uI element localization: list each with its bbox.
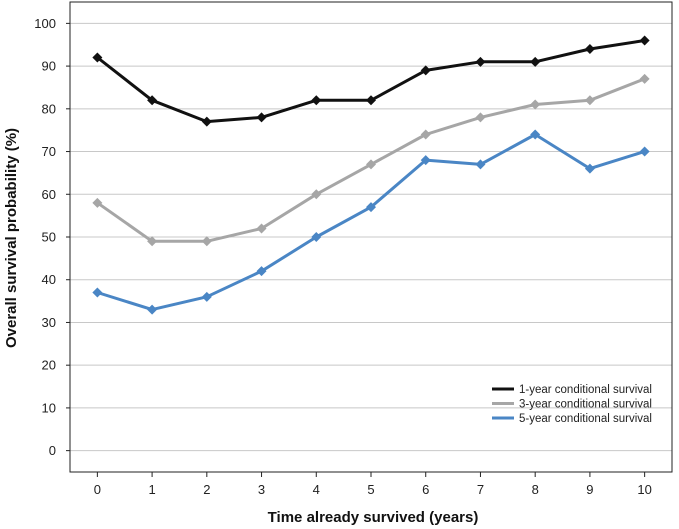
y-axis-title: Overall survival probability (%): [3, 128, 20, 348]
x-tick-label-5: 5: [367, 482, 374, 497]
y-tick-label-70: 70: [42, 144, 56, 159]
series-1-point-5: [366, 95, 376, 106]
series-2-point-9: [584, 95, 595, 106]
y-tick-label-80: 80: [42, 101, 56, 116]
series-3-point-2: [201, 291, 212, 302]
series-2-point-10: [639, 73, 650, 84]
gridlines: [70, 22, 672, 452]
series-3-point-4: [311, 232, 322, 242]
series-3-point-9: [584, 163, 595, 174]
series-1-point-9: [584, 44, 595, 54]
series-3-point-5: [366, 202, 376, 213]
y-tick-label-30: 30: [42, 315, 56, 330]
series-2-point-2: [201, 236, 212, 247]
series-2-point-8: [530, 99, 541, 110]
x-tick-label-4: 4: [313, 482, 320, 497]
series-3-point-1: [147, 304, 158, 315]
series-1-point-1: [147, 95, 158, 106]
series-2-point-6: [420, 129, 431, 140]
series-3-point-0: [92, 287, 103, 298]
series-group: [92, 35, 650, 315]
series-1-point-0: [92, 52, 103, 63]
y-tick-label-0: 0: [49, 443, 56, 458]
series-2-point-4: [311, 189, 322, 200]
x-tick-label-3: 3: [258, 482, 265, 497]
x-axis-title: Time already survived (years): [268, 509, 479, 526]
series-3-point-8: [530, 129, 541, 140]
legend-label-2: 3-year conditional survival: [519, 399, 652, 411]
series-1-point-4: [311, 95, 322, 106]
x-tick-label-6: 6: [422, 482, 429, 497]
series-3-point-10: [639, 146, 650, 157]
series-1-point-7: [475, 56, 486, 67]
series-1-point-10: [639, 35, 650, 46]
series-3: [92, 129, 650, 315]
legend-label-1: 1-year conditional survival: [519, 384, 652, 396]
series-2-point-0: [92, 197, 103, 208]
y-tick-label-90: 90: [42, 59, 56, 74]
x-tick-label-7: 7: [477, 482, 484, 497]
y-tick-label-100: 100: [34, 16, 56, 31]
y-tick-label-10: 10: [42, 400, 56, 415]
series-1-point-2: [201, 116, 212, 127]
series-1: [92, 35, 650, 127]
series-2-point-3: [256, 223, 267, 234]
x-axis-ticks: 0 1 2 3 4 5 6 7 8 9 10: [94, 472, 652, 497]
series-2-point-7: [475, 112, 486, 123]
x-tick-label-9: 9: [586, 482, 593, 497]
y-tick-label-50: 50: [42, 230, 56, 245]
x-tick-label-0: 0: [94, 482, 101, 497]
y-axis-ticks: 0 10 20 30 40 50 60 70 80 90 100: [34, 16, 70, 458]
series-3-point-3: [256, 266, 267, 277]
legend-label-3: 5-year conditional survival: [519, 413, 652, 425]
series-1-point-6: [420, 65, 431, 76]
y-tick-label-60: 60: [42, 187, 56, 202]
series-2: [92, 73, 650, 247]
x-tick-label-10: 10: [637, 482, 651, 497]
x-tick-label-8: 8: [532, 482, 539, 497]
x-tick-label-2: 2: [203, 482, 210, 497]
y-tick-label-20: 20: [42, 358, 56, 373]
series-1-point-3: [256, 112, 267, 123]
series-1-line: [96, 39, 645, 124]
series-2-point-5: [366, 159, 376, 170]
series-3-point-7: [475, 159, 486, 170]
series-1-point-8: [530, 56, 541, 67]
legend: 1-year conditional survival 3-year condit…: [492, 384, 652, 425]
series-3-point-6: [420, 155, 431, 166]
y-tick-label-40: 40: [42, 272, 56, 287]
x-tick-label-1: 1: [148, 482, 155, 497]
series-2-point-1: [147, 236, 158, 247]
